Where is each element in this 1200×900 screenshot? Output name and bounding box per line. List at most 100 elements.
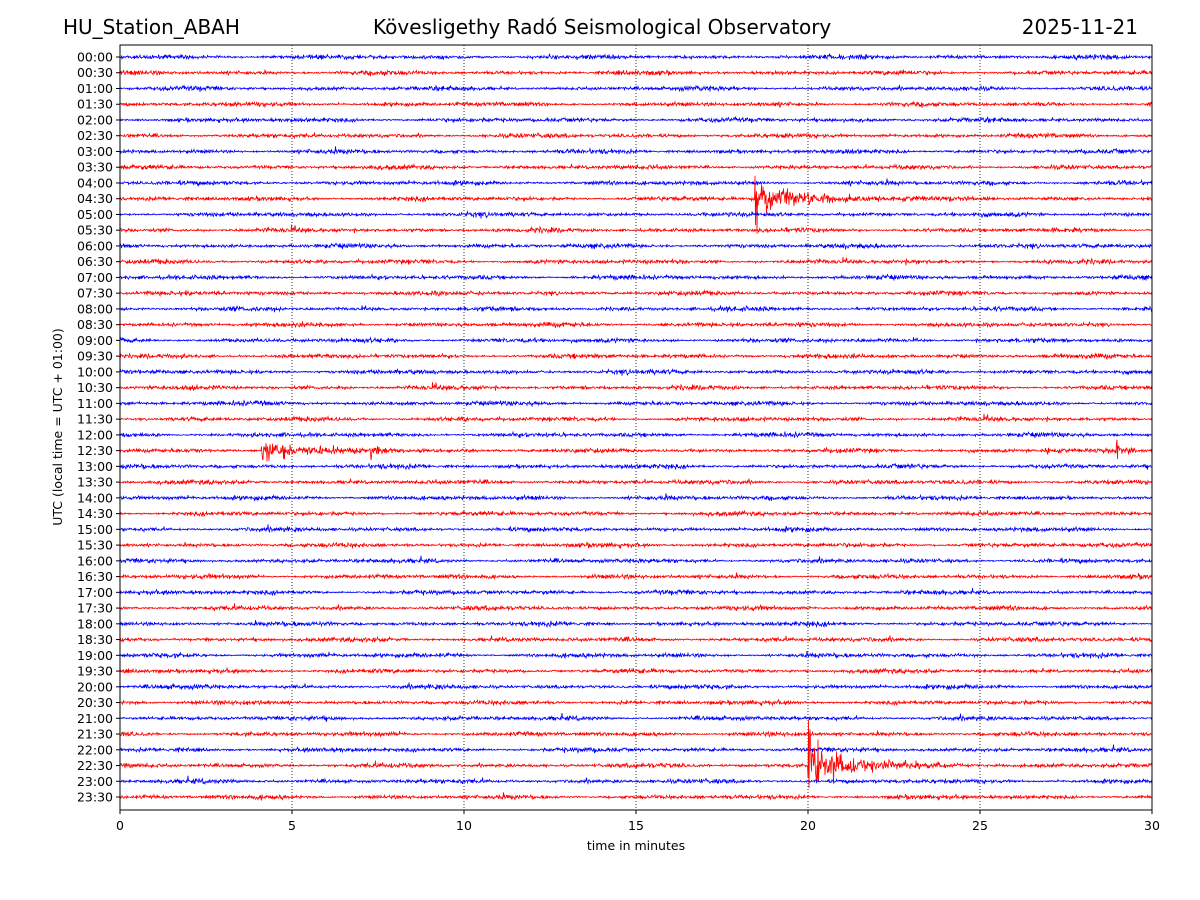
seismic-trace-1800	[119, 620, 1153, 629]
seismic-trace-1730	[119, 603, 1153, 613]
seismic-trace-1930	[119, 667, 1153, 675]
row-time-label: 23:30	[77, 790, 113, 805]
seismic-trace-1030	[119, 382, 1153, 392]
seismic-trace-0430	[119, 175, 1153, 234]
row-time-label: 19:30	[77, 664, 113, 679]
row-time-label: 19:00	[77, 648, 113, 663]
row-time-label: 03:00	[77, 144, 113, 159]
row-time-label: 02:30	[77, 128, 113, 143]
x-tick-label: 5	[288, 818, 296, 833]
row-time-label: 08:30	[77, 317, 113, 332]
y-axis-label: UTC (local time = UTC + 01:00)	[50, 328, 65, 526]
seismic-trace-1430	[119, 509, 1153, 518]
row-time-label: 21:00	[77, 711, 113, 726]
x-axis-label: time in minutes	[587, 838, 685, 853]
row-time-label: 07:30	[77, 286, 113, 301]
row-time-label: 15:00	[77, 522, 113, 537]
seismic-trace-0100	[119, 84, 1153, 93]
row-time-label: 18:30	[77, 632, 113, 647]
row-time-label: 09:30	[77, 349, 113, 364]
seismic-trace-0030	[119, 69, 1153, 77]
seismic-trace-0130	[119, 100, 1153, 109]
row-time-label: 01:00	[77, 81, 113, 96]
seismic-trace-0900	[119, 336, 1152, 345]
row-time-label: 13:30	[77, 475, 113, 490]
row-time-label: 15:30	[77, 538, 113, 553]
row-time-label: 02:00	[77, 112, 113, 127]
seismic-trace-1130	[119, 413, 1153, 423]
row-time-label: 05:30	[77, 223, 113, 238]
seismic-trace-1700	[119, 587, 1153, 597]
seismic-trace-2030	[119, 698, 1153, 707]
row-time-label: 05:00	[77, 207, 113, 222]
seismic-trace-1000	[119, 367, 1153, 377]
row-time-label: 06:00	[77, 238, 113, 253]
seismic-trace-2000	[119, 682, 1153, 691]
seismic-trace-1230	[119, 439, 1153, 462]
date-label: 2025-11-21	[1021, 15, 1138, 39]
row-time-label: 12:30	[77, 443, 113, 458]
seismic-trace-1200	[119, 430, 1153, 439]
x-tick-label: 10	[456, 818, 472, 833]
x-tick-label: 20	[800, 818, 816, 833]
seismic-trace-0800	[119, 305, 1153, 313]
seismic-trace-0830	[120, 320, 1153, 329]
row-time-label: 16:00	[77, 553, 113, 568]
seismic-trace-1830	[119, 635, 1153, 644]
row-time-label: 18:00	[77, 616, 113, 631]
row-time-label: 17:00	[77, 585, 113, 600]
row-time-label: 09:00	[77, 333, 113, 348]
seismic-trace-2330	[119, 792, 1153, 802]
row-time-label: 17:30	[77, 601, 113, 616]
row-time-label: 23:00	[77, 774, 113, 789]
x-tick-label: 0	[116, 818, 124, 833]
seismic-trace-0230	[119, 131, 1153, 140]
seismic-trace-0200	[119, 115, 1153, 124]
observatory-title: Kövesligethy Radó Seismological Observat…	[373, 15, 832, 39]
seismic-trace-2200	[119, 744, 1153, 754]
row-time-label: 06:30	[77, 254, 113, 269]
seismic-trace-0000	[119, 53, 1153, 62]
seismic-trace-1500	[119, 524, 1153, 534]
row-time-label: 16:30	[77, 569, 113, 584]
row-time-label: 04:30	[77, 191, 113, 206]
seismic-trace-0600	[119, 241, 1153, 250]
seismic-trace-0330	[119, 163, 1153, 172]
row-time-label: 08:00	[77, 301, 113, 316]
row-time-label: 01:30	[77, 97, 113, 112]
row-time-label: 04:00	[77, 175, 113, 190]
row-time-label: 14:00	[77, 490, 113, 505]
row-time-label: 21:30	[77, 727, 113, 742]
seismic-trace-1630	[119, 572, 1153, 581]
seismic-trace-1600	[119, 555, 1153, 565]
seismic-trace-0500	[119, 210, 1153, 219]
seismic-trace-1400	[119, 493, 1153, 502]
seismic-trace-1900	[119, 650, 1153, 660]
seismic-trace-0930	[119, 352, 1153, 360]
row-time-label: 07:00	[77, 270, 113, 285]
seismic-trace-0630	[119, 257, 1153, 266]
row-time-label: 11:00	[77, 396, 113, 411]
seismic-trace-1330	[119, 478, 1153, 486]
seismic-trace-2230	[119, 719, 1153, 789]
row-time-label: 00:30	[77, 65, 113, 80]
x-tick-label: 15	[628, 818, 644, 833]
row-time-label: 22:30	[77, 758, 113, 773]
seismic-trace-0300	[119, 146, 1153, 156]
row-time-label: 00:00	[77, 50, 113, 65]
row-time-label: 10:00	[77, 364, 113, 379]
seismic-trace-1100	[119, 399, 1153, 408]
row-time-label: 03:30	[77, 160, 113, 175]
station-name: HU_Station_ABAH	[63, 15, 240, 39]
row-time-label: 14:30	[77, 506, 113, 521]
row-time-label: 20:30	[77, 695, 113, 710]
seismic-trace-0700	[119, 273, 1153, 282]
row-time-label: 13:00	[77, 459, 113, 474]
seismic-trace-2130	[119, 729, 1153, 738]
seismic-trace-0400	[119, 178, 1153, 188]
x-tick-label: 30	[1144, 818, 1160, 833]
seismic-trace-0730	[119, 289, 1153, 298]
row-time-label: 12:00	[77, 427, 113, 442]
